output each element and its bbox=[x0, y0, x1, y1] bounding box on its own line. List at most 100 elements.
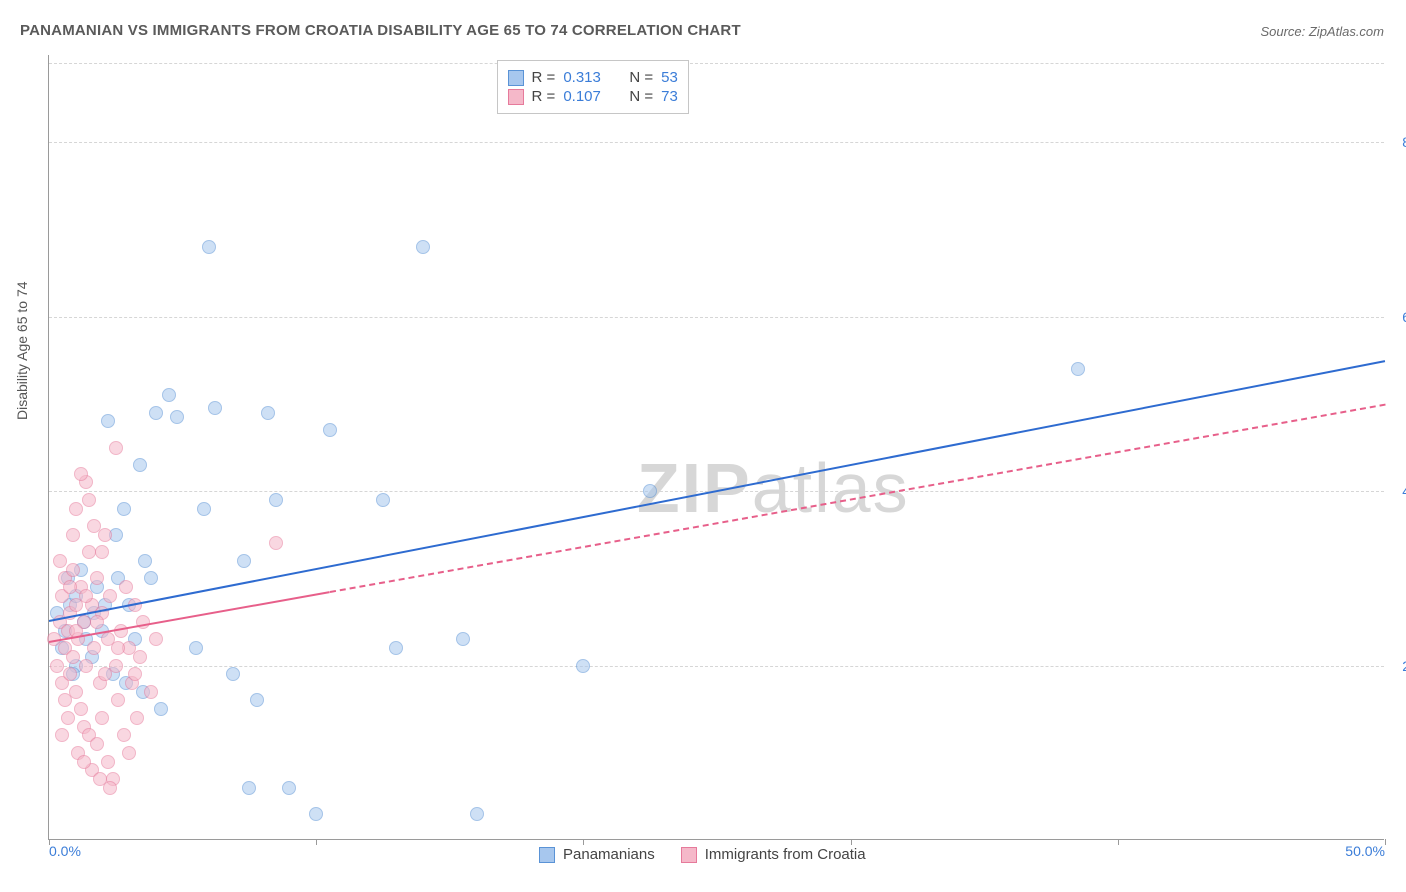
scatter-point bbox=[226, 667, 240, 681]
scatter-point bbox=[149, 406, 163, 420]
gridline bbox=[49, 317, 1384, 318]
scatter-point bbox=[416, 240, 430, 254]
scatter-point bbox=[103, 781, 117, 795]
scatter-point bbox=[61, 711, 75, 725]
scatter-point bbox=[154, 702, 168, 716]
legend-row: R = 0.313 N = 53 bbox=[508, 69, 678, 86]
scatter-point bbox=[69, 502, 83, 516]
x-tick bbox=[1118, 839, 1119, 845]
scatter-point bbox=[456, 632, 470, 646]
scatter-point bbox=[138, 554, 152, 568]
scatter-point bbox=[50, 659, 64, 673]
scatter-point bbox=[122, 746, 136, 760]
scatter-point bbox=[170, 410, 184, 424]
legend-label: Panamanians bbox=[563, 846, 655, 863]
scatter-point bbox=[197, 502, 211, 516]
scatter-point bbox=[66, 528, 80, 542]
scatter-point bbox=[323, 423, 337, 437]
scatter-point bbox=[119, 580, 133, 594]
scatter-point bbox=[130, 711, 144, 725]
scatter-point bbox=[237, 554, 251, 568]
scatter-point bbox=[149, 632, 163, 646]
scatter-point bbox=[117, 728, 131, 742]
scatter-point bbox=[63, 667, 77, 681]
scatter-point bbox=[66, 650, 80, 664]
scatter-point bbox=[87, 641, 101, 655]
legend-row: R = 0.107 N = 73 bbox=[508, 88, 678, 105]
scatter-point bbox=[208, 401, 222, 415]
scatter-point bbox=[643, 484, 657, 498]
scatter-point bbox=[87, 519, 101, 533]
scatter-point bbox=[242, 781, 256, 795]
scatter-point bbox=[470, 807, 484, 821]
scatter-point bbox=[133, 650, 147, 664]
scatter-point bbox=[101, 414, 115, 428]
scatter-point bbox=[109, 441, 123, 455]
scatter-point bbox=[82, 545, 96, 559]
trend-line bbox=[329, 404, 1385, 593]
scatter-point bbox=[111, 641, 125, 655]
scatter-point bbox=[58, 693, 72, 707]
gridline bbox=[49, 666, 1384, 667]
source-prefix: Source: bbox=[1260, 24, 1308, 39]
scatter-point bbox=[63, 580, 77, 594]
scatter-point bbox=[269, 493, 283, 507]
scatter-point bbox=[66, 563, 80, 577]
r-value: 0.313 bbox=[563, 69, 601, 86]
scatter-point bbox=[98, 667, 112, 681]
y-tick-label: 40.0% bbox=[1392, 483, 1406, 499]
source-name: ZipAtlas.com bbox=[1309, 24, 1384, 39]
scatter-point bbox=[189, 641, 203, 655]
scatter-point bbox=[128, 667, 142, 681]
scatter-point bbox=[95, 545, 109, 559]
scatter-point bbox=[144, 571, 158, 585]
x-tick bbox=[316, 839, 317, 845]
scatter-point bbox=[111, 693, 125, 707]
y-tick-label: 60.0% bbox=[1392, 309, 1406, 325]
scatter-point bbox=[90, 571, 104, 585]
legend-swatch bbox=[508, 70, 524, 86]
scatter-point bbox=[576, 659, 590, 673]
scatter-point bbox=[261, 406, 275, 420]
legend-swatch bbox=[508, 89, 524, 105]
n-value: 73 bbox=[661, 88, 678, 105]
gridline bbox=[49, 142, 1384, 143]
scatter-point bbox=[133, 458, 147, 472]
scatter-point bbox=[269, 536, 283, 550]
x-tick-label: 50.0% bbox=[1345, 843, 1385, 859]
n-label: N = bbox=[629, 69, 653, 86]
legend-label: Immigrants from Croatia bbox=[705, 846, 866, 863]
legend-item: Panamanians bbox=[539, 846, 655, 863]
scatter-point bbox=[95, 711, 109, 725]
scatter-point bbox=[309, 807, 323, 821]
legend-item: Immigrants from Croatia bbox=[681, 846, 866, 863]
scatter-point bbox=[376, 493, 390, 507]
scatter-point bbox=[53, 554, 67, 568]
scatter-point bbox=[90, 615, 104, 629]
legend-swatch bbox=[539, 847, 555, 863]
scatter-point bbox=[101, 755, 115, 769]
n-value: 53 bbox=[661, 69, 678, 86]
y-tick-label: 80.0% bbox=[1392, 134, 1406, 150]
scatter-point bbox=[79, 589, 93, 603]
series-legend: Panamanians Immigrants from Croatia bbox=[539, 846, 866, 863]
watermark-light: atlas bbox=[752, 449, 910, 527]
y-axis-label: Disability Age 65 to 74 bbox=[14, 281, 30, 420]
r-label: R = bbox=[532, 88, 556, 105]
scatter-point bbox=[74, 467, 88, 481]
scatter-point bbox=[250, 693, 264, 707]
x-tick bbox=[851, 839, 852, 845]
scatter-point bbox=[90, 737, 104, 751]
x-tick bbox=[583, 839, 584, 845]
r-label: R = bbox=[532, 69, 556, 86]
legend-swatch bbox=[681, 847, 697, 863]
scatter-point bbox=[389, 641, 403, 655]
scatter-point bbox=[144, 685, 158, 699]
scatter-point bbox=[82, 493, 96, 507]
correlation-legend: R = 0.313 N = 53 R = 0.107 N = 73 bbox=[497, 60, 689, 114]
source-attribution: Source: ZipAtlas.com bbox=[1260, 24, 1384, 39]
n-label: N = bbox=[629, 88, 653, 105]
scatter-point bbox=[77, 755, 91, 769]
scatter-point bbox=[1071, 362, 1085, 376]
x-tick-label: 0.0% bbox=[49, 843, 81, 859]
